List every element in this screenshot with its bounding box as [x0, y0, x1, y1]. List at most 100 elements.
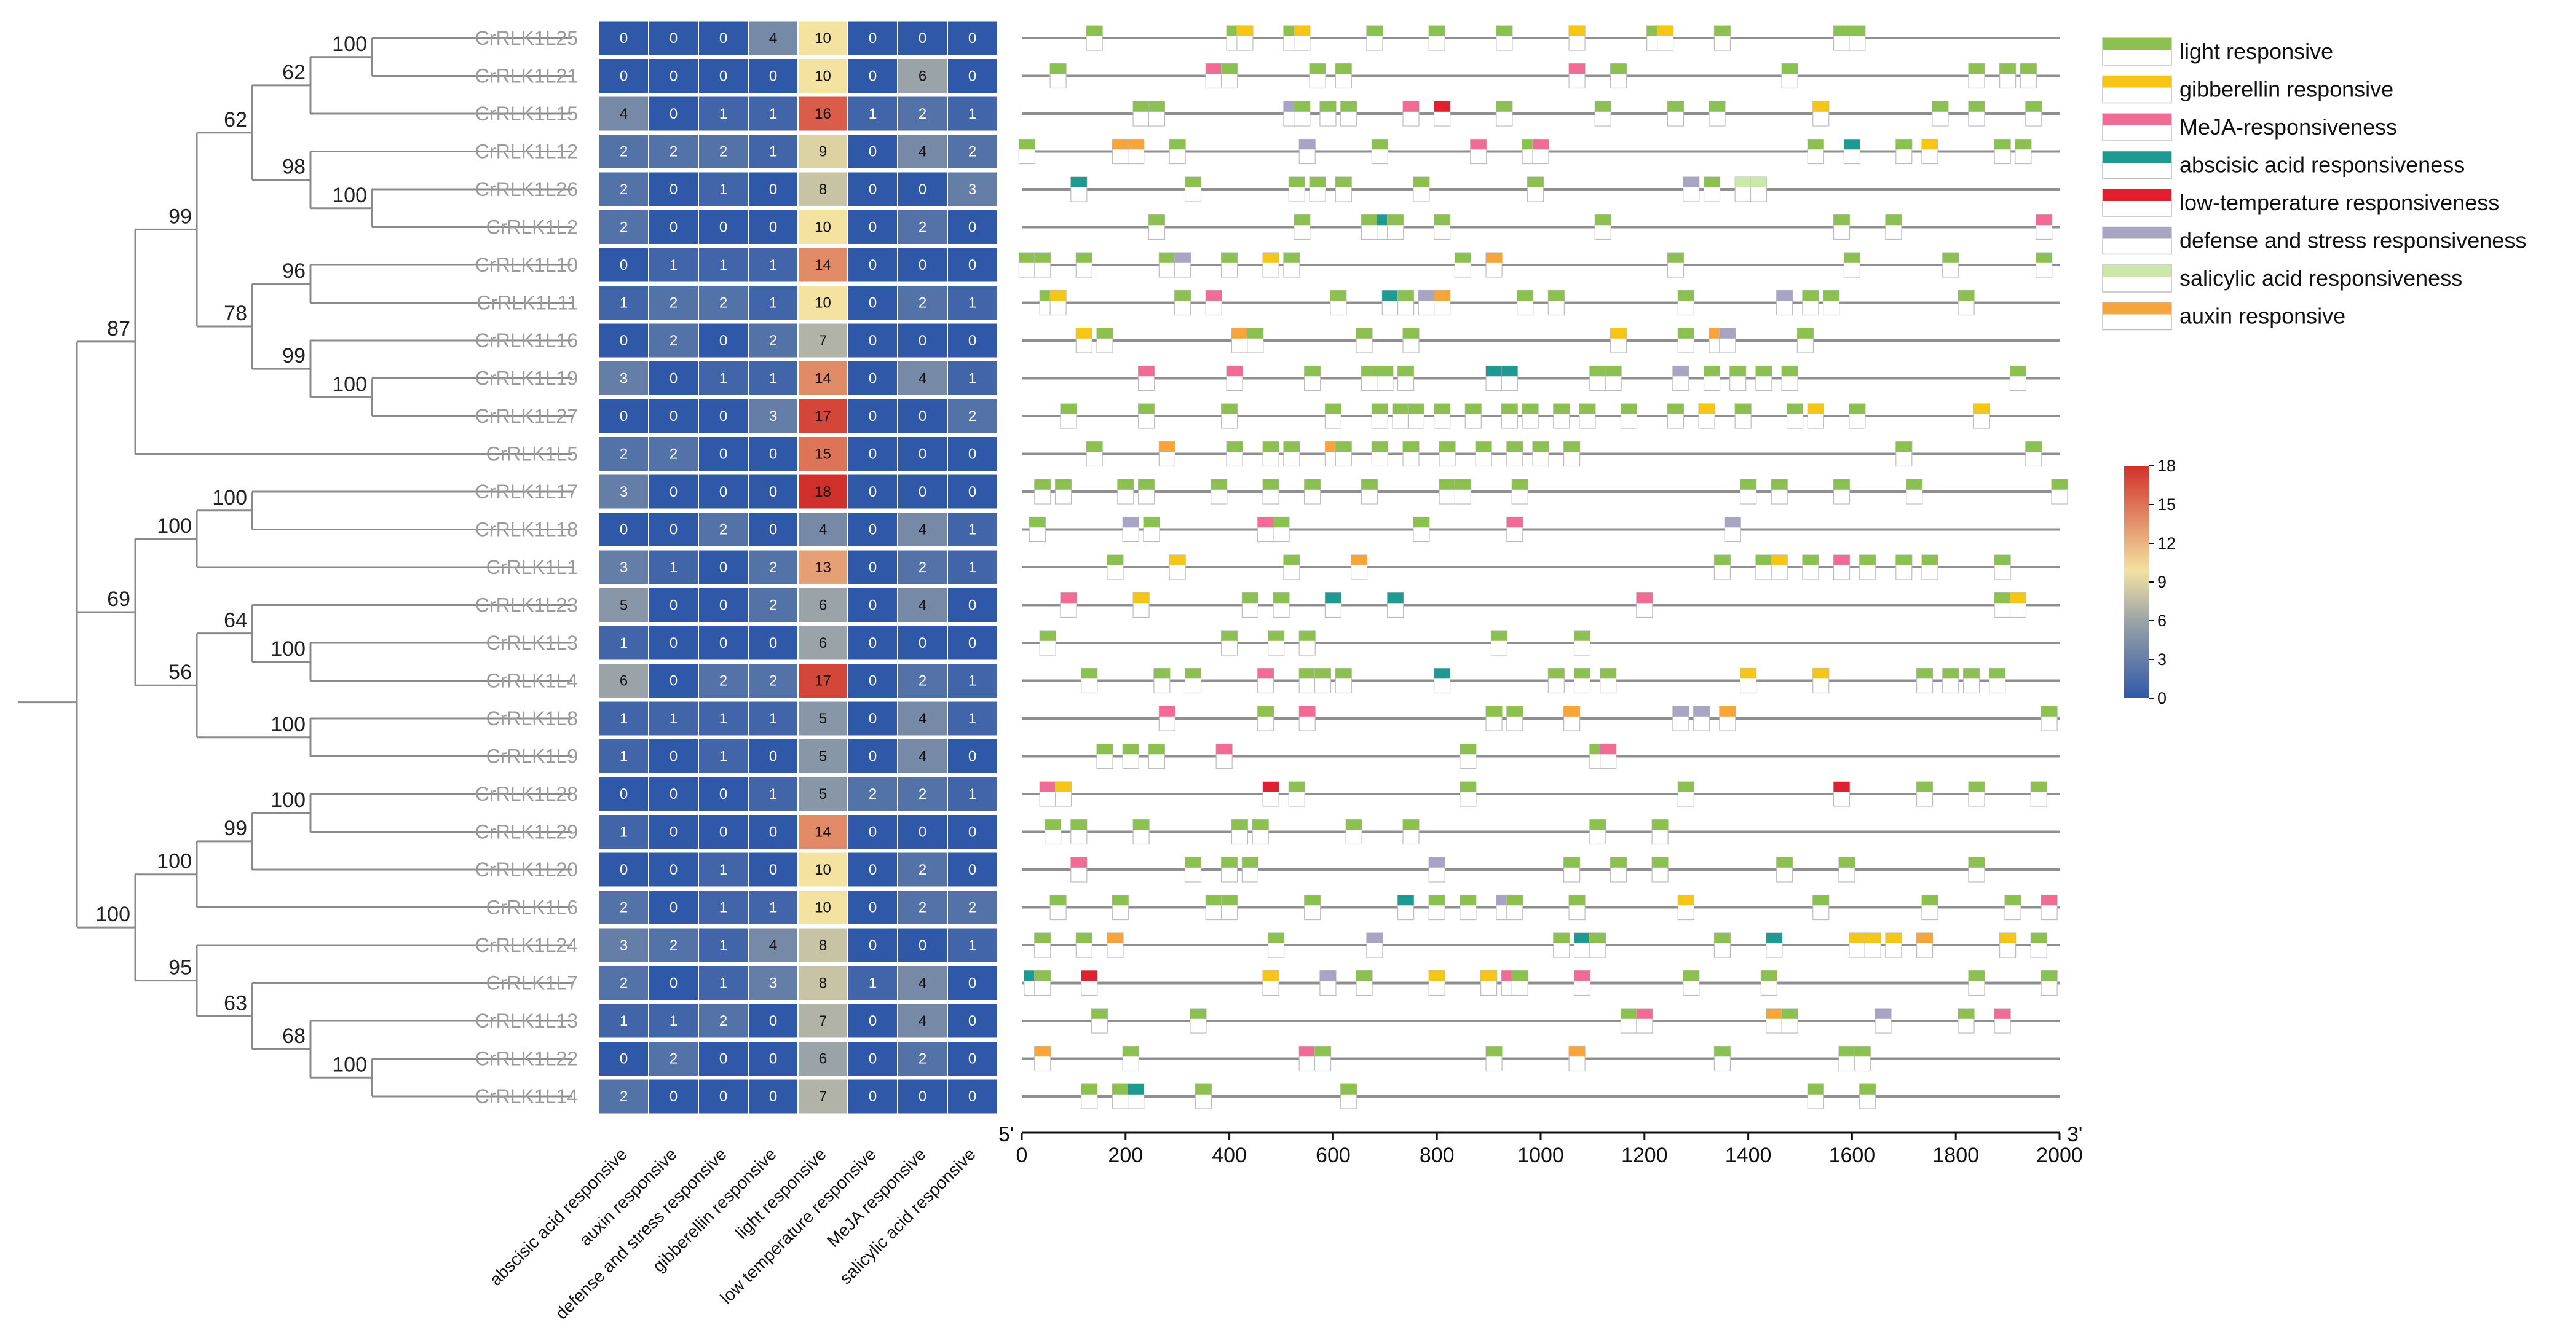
promoter-element-light [1683, 970, 1699, 981]
heatmap-cell-value: 7 [819, 1013, 827, 1029]
promoter-element-gib [1808, 404, 1824, 414]
heatmap-cell [848, 928, 897, 962]
promoter-element-light [1714, 933, 1731, 943]
promoter-element-light [1802, 555, 1819, 565]
gene-label: CrRLK1L8 [486, 707, 578, 729]
heatmap-cell-value: 10 [815, 900, 831, 916]
promoter-element-light [1859, 555, 1876, 565]
gene-label: CrRLK1L3 [486, 632, 578, 654]
promoter-element-light [1808, 139, 1824, 150]
promoter-element-light [1310, 63, 1326, 74]
bootstrap-value: 100 [271, 788, 306, 812]
promoter-element-meja [1227, 366, 1243, 377]
gene-label: CrRLK1L24 [475, 934, 578, 956]
heatmap-cell [649, 248, 698, 282]
heatmap-cell-value: 4 [769, 937, 777, 954]
gene-label: CrRLK1L16 [475, 329, 578, 352]
promoter-element-gib [1569, 26, 1586, 36]
heatmap-cell [649, 21, 698, 55]
heatmap-cell-value: 0 [769, 1051, 777, 1068]
promoter-element-light [1377, 366, 1393, 377]
promoter-element-light [1206, 895, 1222, 906]
heatmap-cell [948, 626, 997, 660]
legend-label: gibberellin responsive [2179, 77, 2393, 102]
promoter-element-meja [2041, 895, 2058, 906]
heatmap-cell-value: 0 [769, 446, 777, 463]
heatmap-cell-value: 0 [869, 900, 877, 916]
heatmap-cell-value: 0 [968, 484, 976, 500]
heatmap-cell [749, 96, 797, 131]
promoter-element-light [1429, 26, 1445, 36]
heatmap-cell-value: 0 [869, 559, 877, 576]
promoter-element-def [1123, 517, 1139, 528]
promoter-element-gib [1740, 668, 1756, 679]
heatmap-cell-value: 4 [919, 975, 926, 992]
promoter-element-light [1439, 479, 1456, 490]
heatmap-cell [898, 815, 947, 849]
promoter-element-light [1989, 668, 2005, 679]
heatmap-cell [898, 550, 947, 584]
heatmap-cell-value: 0 [769, 862, 777, 878]
promoter-element-gib [1055, 782, 1072, 792]
heatmap-cell-value: 4 [919, 749, 926, 765]
heatmap-cell [948, 399, 997, 433]
heatmap-cell [649, 1042, 698, 1076]
promoter-element-light [2036, 253, 2052, 263]
promoter-element-light [1808, 1084, 1824, 1095]
heatmap-cell-value: 1 [719, 371, 727, 387]
heatmap-cell [799, 815, 847, 849]
heatmap-cell [948, 852, 997, 887]
bootstrap-value: 63 [224, 991, 247, 1015]
promoter-element-light [1667, 404, 1684, 414]
heatmap-cell-value: 2 [620, 446, 628, 463]
promoter-element-light [1621, 404, 1637, 414]
heatmap-cell [799, 739, 847, 773]
heatmap-cell-value: 0 [719, 1088, 727, 1105]
bootstrap-value: 100 [271, 637, 306, 661]
heatmap-cell [599, 739, 648, 773]
heatmap-cell-value: 18 [815, 484, 831, 500]
promoter-element-light [1755, 555, 1772, 565]
promoter-element-def [1672, 366, 1689, 377]
promoter-element-def [1319, 970, 1336, 981]
heatmap-cell-value: 13 [815, 559, 831, 576]
heatmap-cell-value: 8 [819, 937, 827, 954]
heatmap-cell [799, 664, 847, 698]
promoter-element-gib [1699, 404, 1715, 414]
promoter-element-light [1397, 366, 1414, 377]
heatmap-cell [948, 474, 997, 509]
promoter-element-meja [1257, 668, 1274, 679]
promoter-element-light [1034, 970, 1051, 981]
heatmap-cell [948, 361, 997, 395]
promoter-element-light [1221, 63, 1238, 74]
promoter-element-lowt [1263, 782, 1279, 792]
promoter-element-light [1714, 1046, 1731, 1057]
heatmap-cell [749, 210, 797, 244]
heatmap-cell-value: 14 [815, 257, 831, 273]
heatmap-cell [898, 1079, 947, 1114]
heatmap-cell-value: 0 [968, 30, 976, 47]
heatmap-cell [848, 96, 897, 131]
promoter-element-light [1314, 668, 1331, 679]
promoter-element-light [1968, 63, 1985, 74]
heatmap-cell [749, 664, 797, 698]
heatmap-cell [848, 626, 897, 660]
heatmap-cell [948, 172, 997, 206]
promoter-element-def [1429, 857, 1445, 868]
heatmap-cell-value: 14 [815, 824, 831, 841]
heatmap-cell [749, 701, 797, 736]
promoter-element-def [1672, 706, 1689, 717]
promoter-element-meja [1506, 517, 1523, 528]
promoter-element-light [1595, 101, 1611, 112]
promoter-element-light [1455, 253, 1471, 263]
heatmap-cell [649, 135, 698, 168]
promoter-element-meja [2036, 214, 2052, 226]
heatmap-cell [749, 815, 797, 849]
heatmap-cell [699, 664, 748, 698]
heatmap-cell [599, 1004, 648, 1038]
promoter-element-light [1112, 1084, 1129, 1095]
heatmap-cell-value: 0 [869, 371, 877, 387]
promoter-element-light [1091, 1009, 1108, 1019]
promoter-element-light [1465, 404, 1482, 414]
